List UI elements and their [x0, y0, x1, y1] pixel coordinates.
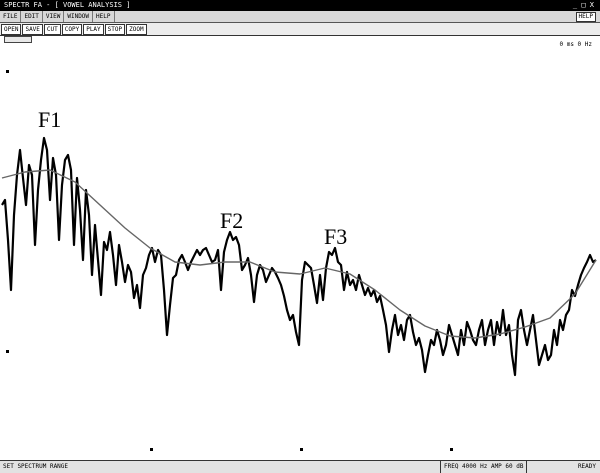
- menu-item-edit[interactable]: EDIT: [21, 11, 43, 22]
- status-left: SET SPECTRUM RANGE: [3, 463, 69, 470]
- menu-bar: FILE EDIT VIEW WINDOW HELP HELP: [0, 11, 600, 23]
- envelope-curve: [1, 169, 597, 339]
- status-right: READY: [577, 463, 596, 470]
- bottom-axis-marker: [6, 350, 9, 353]
- menu-item-view[interactable]: VIEW: [43, 11, 65, 22]
- formant-label-f1: F1: [38, 107, 61, 132]
- cut-button[interactable]: CUT: [43, 24, 61, 35]
- formant-label-f2: F2: [220, 208, 243, 233]
- top-axis-marker: [6, 70, 9, 73]
- spectrum-line: [1, 136, 597, 377]
- status-bar: SET SPECTRUM RANGE FREQ 4000 Hz AMP 60 d…: [0, 460, 600, 473]
- x-axis-tick: [450, 448, 453, 451]
- window-controls[interactable]: _ □ X: [572, 1, 594, 9]
- menu-item-file[interactable]: FILE: [0, 11, 22, 22]
- status-middle: FREQ 4000 Hz AMP 60 dB: [440, 461, 528, 473]
- zoom-button[interactable]: ZOOM: [126, 24, 147, 35]
- menu-help-right[interactable]: HELP: [575, 12, 596, 22]
- window-title: SPECTR FA - [ VOWEL ANALYSIS ]: [4, 1, 131, 9]
- title-bar: SPECTR FA - [ VOWEL ANALYSIS ] _ □ X: [0, 0, 600, 11]
- play-button[interactable]: PLAY: [83, 24, 104, 35]
- channel-tab[interactable]: [4, 36, 32, 43]
- series-layer: [1, 136, 597, 377]
- save-button[interactable]: SAVE: [22, 24, 43, 35]
- open-button[interactable]: OPEN: [1, 24, 22, 35]
- menu-item-window[interactable]: WINDOW: [64, 11, 94, 22]
- x-axis-tick: [150, 448, 153, 451]
- cursor-readout: 0 ms 0 Hz: [559, 41, 592, 48]
- copy-button[interactable]: COPY: [61, 24, 83, 35]
- toolbar: OPEN SAVE CUT COPY PLAY STOP ZOOM: [0, 23, 600, 36]
- stop-button[interactable]: STOP: [104, 24, 126, 35]
- formant-label-f3: F3: [324, 224, 347, 249]
- x-axis-tick: [300, 448, 303, 451]
- menu-item-help[interactable]: HELP: [93, 11, 115, 22]
